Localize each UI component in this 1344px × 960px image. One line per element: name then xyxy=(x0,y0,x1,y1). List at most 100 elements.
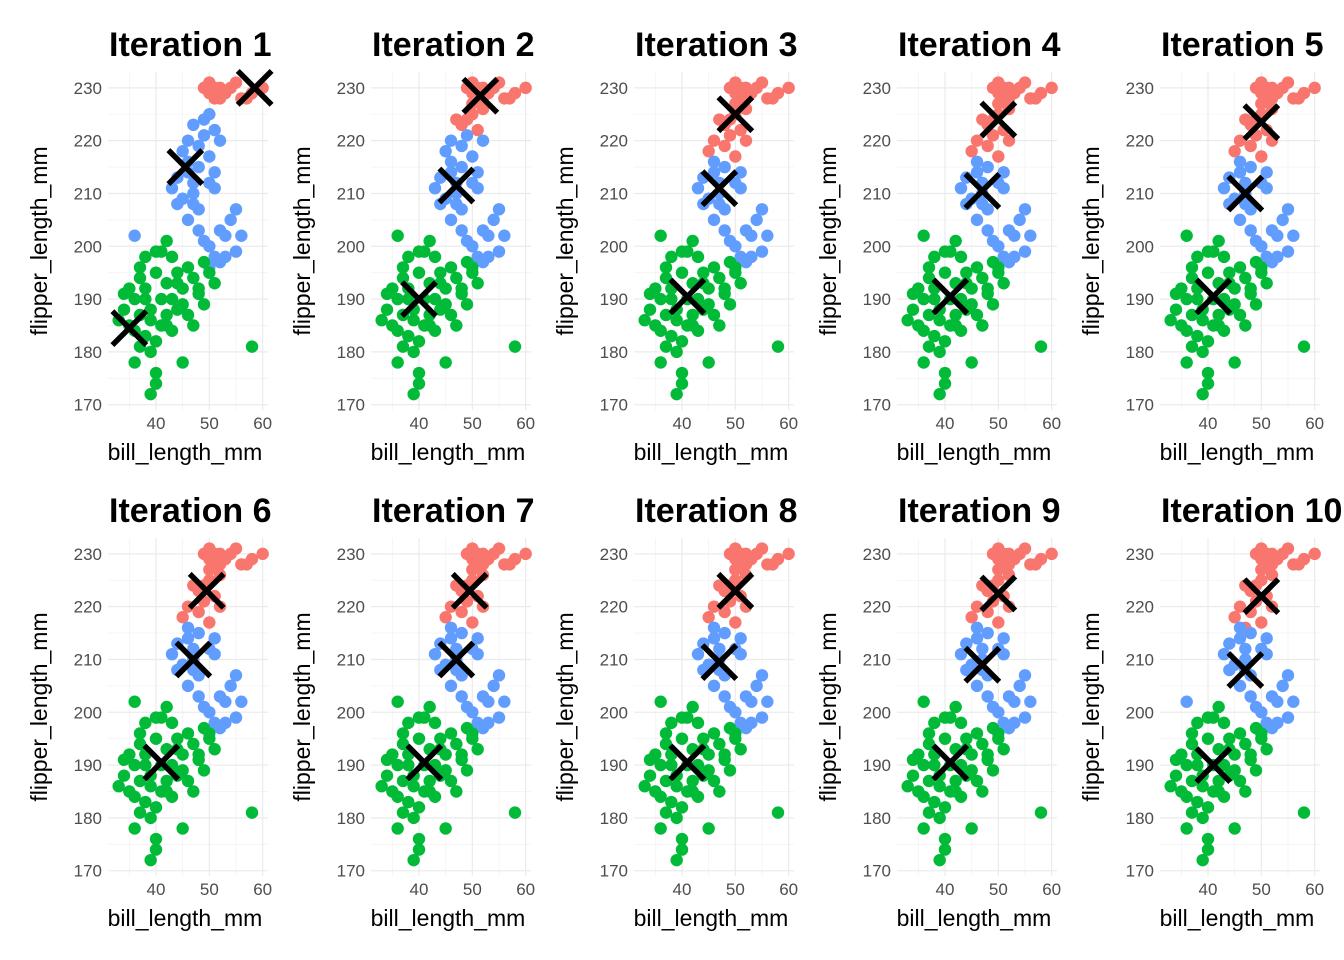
y-tick-label: 210 xyxy=(337,650,365,669)
data-point-blue xyxy=(455,224,468,237)
x-tick-label: 60 xyxy=(779,414,798,433)
y-tick-label: 180 xyxy=(863,343,891,362)
data-point-green xyxy=(1201,335,1215,348)
centroid-marker-green xyxy=(1194,746,1233,784)
data-point-green xyxy=(508,806,522,819)
y-tick-label: 170 xyxy=(337,862,365,881)
data-point-green xyxy=(686,785,699,798)
data-point-green xyxy=(1239,737,1252,751)
data-point-red xyxy=(1308,547,1321,561)
data-point-blue xyxy=(1233,679,1247,693)
data-point-green xyxy=(723,764,737,777)
tick-labels: 40 50 60 170 180 190 200 210 220 230 xyxy=(863,545,1062,899)
data-point-green xyxy=(697,266,710,279)
data-point-green xyxy=(1191,758,1204,772)
x-axis-label: bill_length_mm xyxy=(897,439,1052,465)
data-point-blue xyxy=(750,213,763,227)
y-axis-label: flipper_length_mm xyxy=(289,612,315,801)
data-point-green xyxy=(976,737,989,751)
data-point-blue xyxy=(197,700,211,714)
data-point-blue xyxy=(176,145,189,158)
data-point-green xyxy=(665,329,678,343)
data-point-blue xyxy=(455,669,468,682)
centroid-marker-green xyxy=(400,280,438,318)
data-point-blue xyxy=(498,229,511,242)
data-point-green xyxy=(428,716,442,730)
y-tick-label: 190 xyxy=(600,290,628,309)
y-tick-label: 230 xyxy=(337,545,365,564)
tick-labels: 40 50 60 170 180 190 200 210 220 230 xyxy=(863,79,1062,433)
data-point-green xyxy=(407,811,420,825)
x-tick-label: 50 xyxy=(989,880,1008,899)
y-tick-label: 190 xyxy=(1126,756,1154,775)
data-point-green xyxy=(208,277,221,290)
data-point-green xyxy=(965,822,978,835)
tick-labels: 40 50 60 170 180 190 200 210 220 230 xyxy=(1126,79,1325,433)
data-point-blue xyxy=(734,632,747,645)
data-point-green xyxy=(1185,737,1199,751)
data-point-green xyxy=(1185,261,1199,274)
y-tick-label: 200 xyxy=(337,703,365,722)
data-point-red xyxy=(1255,563,1268,576)
data-point-green xyxy=(139,795,152,809)
data-point-green xyxy=(965,356,978,369)
data-point-green xyxy=(1249,298,1263,311)
data-point-green xyxy=(391,695,404,708)
data-point-green xyxy=(1217,758,1231,772)
data-point-green xyxy=(412,801,426,814)
x-tick-label: 40 xyxy=(936,414,955,433)
data-point-green xyxy=(675,266,689,279)
data-point-red xyxy=(208,547,221,561)
data-point-green xyxy=(402,758,415,772)
data-point-green xyxy=(1201,266,1215,279)
data-point-blue xyxy=(455,626,468,640)
x-axis-label: bill_length_mm xyxy=(371,439,526,465)
data-point-red xyxy=(992,97,1005,110)
data-point-red xyxy=(997,547,1010,561)
data-point-blue xyxy=(450,642,463,656)
data-point-green xyxy=(380,303,394,316)
data-point-green xyxy=(187,319,200,332)
y-tick-label: 210 xyxy=(600,650,628,669)
y-axis-label: flipper_length_mm xyxy=(552,146,578,335)
data-point-green xyxy=(402,716,415,730)
data-point-green xyxy=(976,271,989,285)
data-point-red xyxy=(707,600,721,613)
y-tick-label: 180 xyxy=(600,343,628,362)
data-point-blue xyxy=(428,181,442,195)
data-point-green xyxy=(1297,806,1311,819)
data-point-blue xyxy=(755,203,769,216)
data-point-blue xyxy=(492,203,506,216)
data-point-blue xyxy=(750,679,763,693)
data-point-red xyxy=(739,134,753,147)
x-tick-label: 40 xyxy=(673,880,692,899)
x-tick-label: 50 xyxy=(463,880,482,899)
data-point-green xyxy=(1217,716,1231,730)
data-point-red xyxy=(739,558,753,571)
data-point-red xyxy=(992,563,1005,576)
data-point-green xyxy=(702,748,715,761)
data-point-green xyxy=(144,314,157,327)
data-point-green xyxy=(434,303,447,316)
data-point-green xyxy=(1212,743,1225,756)
data-point-green xyxy=(1196,853,1209,867)
data-point-blue xyxy=(492,711,506,724)
data-point-blue xyxy=(444,679,458,693)
data-point-blue xyxy=(455,690,468,703)
data-point-green xyxy=(187,737,200,751)
data-point-blue xyxy=(482,250,495,264)
data-point-green xyxy=(771,806,785,819)
data-point-blue xyxy=(492,669,506,682)
data-point-green xyxy=(1191,250,1204,264)
y-axis-label: flipper_length_mm xyxy=(815,146,841,335)
data-point-green xyxy=(139,758,152,772)
data-point-blue xyxy=(718,626,731,640)
data-point-blue xyxy=(455,160,468,174)
x-axis-label: bill_length_mm xyxy=(634,439,789,465)
data-point-blue xyxy=(745,229,758,242)
data-point-green xyxy=(165,716,179,730)
data-point-blue xyxy=(192,160,205,174)
data-point-green xyxy=(1196,314,1209,327)
data-point-green xyxy=(654,356,667,369)
data-point-blue xyxy=(970,679,984,693)
